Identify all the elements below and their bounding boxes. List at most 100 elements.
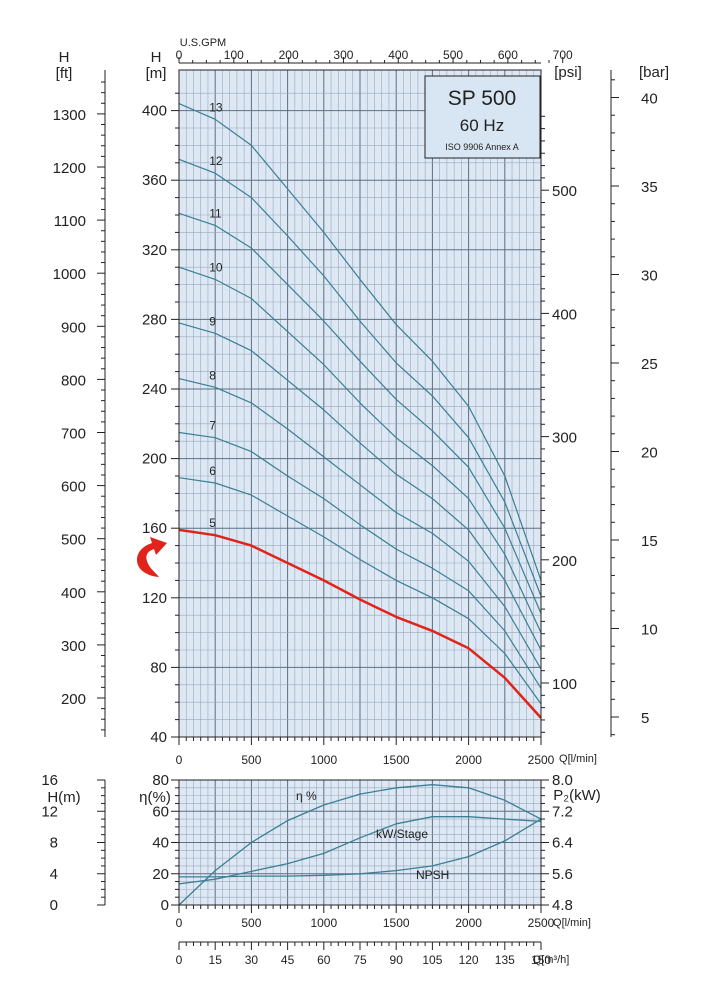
gpm-axis-tick-label: 0 — [176, 48, 183, 62]
m3h-axis-label: Q[m³/h] — [533, 954, 570, 966]
stage-label-7: 7 — [209, 419, 216, 433]
m3h-axis-tick-label: 75 — [353, 953, 367, 967]
gpm-axis-tick-label: 200 — [279, 48, 299, 62]
eff-axis-tick-label: 80 — [152, 772, 169, 789]
power-axis-tick-label: 7.2 — [552, 803, 573, 820]
npsh-axis-label: H(m) — [47, 789, 80, 806]
q-axis-tick-label: 2000 — [455, 753, 482, 767]
lower-q-axis-tick-label: 1000 — [310, 916, 337, 930]
bar-axis-tick-label: 30 — [641, 268, 658, 285]
lower-curve-npsh_m — [179, 818, 542, 878]
lower-curve-label-eff: η % — [296, 789, 317, 803]
h-ft-axis-tick-label: 1100 — [54, 213, 86, 230]
main-performance-curves: 5 6 7 8 9 10 11 12 13 — [178, 100, 542, 719]
gpm-axis-tick-label: 300 — [333, 48, 353, 62]
power-axis-tick-label: 4.8 — [552, 897, 573, 914]
stage-label-12: 12 — [209, 154, 223, 168]
power-axis-tick-label: 5.6 — [552, 866, 573, 883]
q-axis-label: Q[l/min] — [559, 753, 597, 765]
npsh-axis-tick-label: 16 — [41, 772, 58, 789]
h-m-axis-tick-label: 160 — [142, 520, 167, 537]
h-ft-axis-label-unit: [ft] — [56, 65, 73, 82]
m3h-axis-tick-label: 105 — [422, 953, 442, 967]
gpm-axis-tick-label: 400 — [388, 48, 408, 62]
stage-label-13: 13 — [209, 100, 223, 114]
gpm-axis-tick-label: 700 — [553, 48, 573, 62]
standard-label: ISO 9906 Annex A — [445, 142, 519, 152]
stage-curve-6 — [178, 477, 542, 705]
lower-q-axis-tick-label: 0 — [176, 916, 183, 930]
model-title-box: SP 500 60 Hz ISO 9906 Annex A — [424, 75, 541, 159]
m3h-axis-tick-label: 150 — [531, 953, 551, 967]
stage-curve-7 — [178, 431, 542, 689]
gpm-axis-tick-label: 500 — [443, 48, 463, 62]
npsh-axis-tick-label: 0 — [50, 897, 58, 914]
h-m-axis-label-unit: [m] — [146, 65, 167, 82]
lower-plot-axes: 0 500 1000 1500 2000 2500Q[l/min]020406080η(%… — [41, 772, 600, 930]
eff-axis-tick-label: 20 — [152, 866, 169, 883]
q-axis-tick-label: 500 — [241, 753, 261, 767]
m3h-axis-tick-label: 90 — [390, 953, 404, 967]
lower-q-axis-tick-label: 1500 — [383, 916, 410, 930]
h-m-axis-tick-label: 320 — [142, 242, 167, 259]
stage-curve-13 — [178, 103, 542, 581]
stage-curve-12 — [178, 158, 542, 597]
power-axis-label: P₂(kW) — [553, 787, 600, 804]
psi-axis-tick-label: 300 — [552, 430, 577, 447]
q-axis-tick-label: 2500 — [528, 753, 555, 767]
h-m-axis-tick-label: 280 — [142, 311, 167, 328]
gpm-axis-label: U.S.GPM — [180, 37, 226, 49]
psi-axis-label: [psi] — [554, 64, 582, 81]
h-m-axis-label-h: H — [151, 49, 162, 66]
h-ft-axis-tick-label: 700 — [61, 426, 86, 443]
lower-curve-label-npsh: NPSH — [416, 868, 449, 882]
m3h-axis-tick-label: 15 — [209, 953, 223, 967]
h-m-axis-tick-label: 200 — [142, 451, 167, 468]
stage-label-6: 6 — [209, 464, 216, 478]
bar-axis-tick-label: 35 — [641, 179, 658, 196]
h-ft-axis-tick-label: 1300 — [53, 107, 86, 124]
q-axis-tick-label: 1500 — [383, 753, 410, 767]
h-m-axis-tick-label: 240 — [142, 381, 167, 398]
bar-axis-tick-label: 20 — [641, 445, 658, 462]
h-m-axis-tick-label: 400 — [142, 103, 167, 120]
psi-axis-tick-label: 200 — [552, 553, 577, 570]
stage-curve-9 — [178, 322, 542, 651]
lower-q-axis-label: Q[l/min] — [553, 917, 591, 929]
eff-axis-tick-label: 0 — [161, 897, 169, 914]
h-m-axis-tick-label: 120 — [142, 590, 167, 607]
h-ft-axis-tick-label: 200 — [61, 691, 86, 708]
lower-q-axis-tick-label: 2000 — [455, 916, 482, 930]
h-ft-axis-tick-label: 800 — [61, 372, 86, 389]
eff-axis-tick-label: 40 — [152, 835, 169, 852]
bar-axis-tick-label: 25 — [641, 356, 658, 373]
model-name: SP 500 — [448, 87, 517, 110]
h-m-axis-tick-label: 40 — [150, 729, 167, 746]
lower-curve-power_kw — [178, 816, 542, 885]
m3h-axis-tick-label: 0 — [176, 953, 183, 967]
q-axis-tick-label: 0 — [176, 753, 183, 767]
eff-axis-tick-label: 60 — [152, 803, 169, 820]
lower-curve-label-power: kW/Stage — [376, 827, 428, 841]
h-ft-axis-tick-label: 500 — [61, 532, 86, 549]
power-axis-tick-label: 6.4 — [552, 835, 573, 852]
stage-label-11: 11 — [209, 206, 222, 220]
main-plot-grid — [178, 70, 542, 738]
power-axis-tick-label: 8.0 — [552, 772, 573, 789]
stage-curve-8 — [178, 378, 542, 670]
h-ft-axis-tick-label: 400 — [61, 585, 86, 602]
h-ft-axis-tick-label: 1200 — [53, 160, 86, 177]
m3h-axis-tick-label: 60 — [317, 953, 331, 967]
h-m-axis-tick-label: 360 — [142, 172, 167, 189]
bar-axis-tick-label: 40 — [641, 91, 658, 108]
stage-label-5: 5 — [209, 516, 216, 530]
h-ft-axis-tick-label: 600 — [61, 479, 86, 496]
psi-axis-tick-label: 400 — [552, 306, 577, 323]
gpm-axis-tick-label: 100 — [224, 48, 244, 62]
m3h-axis-tick-label: 135 — [495, 953, 515, 967]
gpm-axis-tick-label: 600 — [498, 48, 518, 62]
h-m-axis-tick-label: 80 — [150, 659, 167, 676]
lower-plot-grid — [178, 779, 542, 906]
